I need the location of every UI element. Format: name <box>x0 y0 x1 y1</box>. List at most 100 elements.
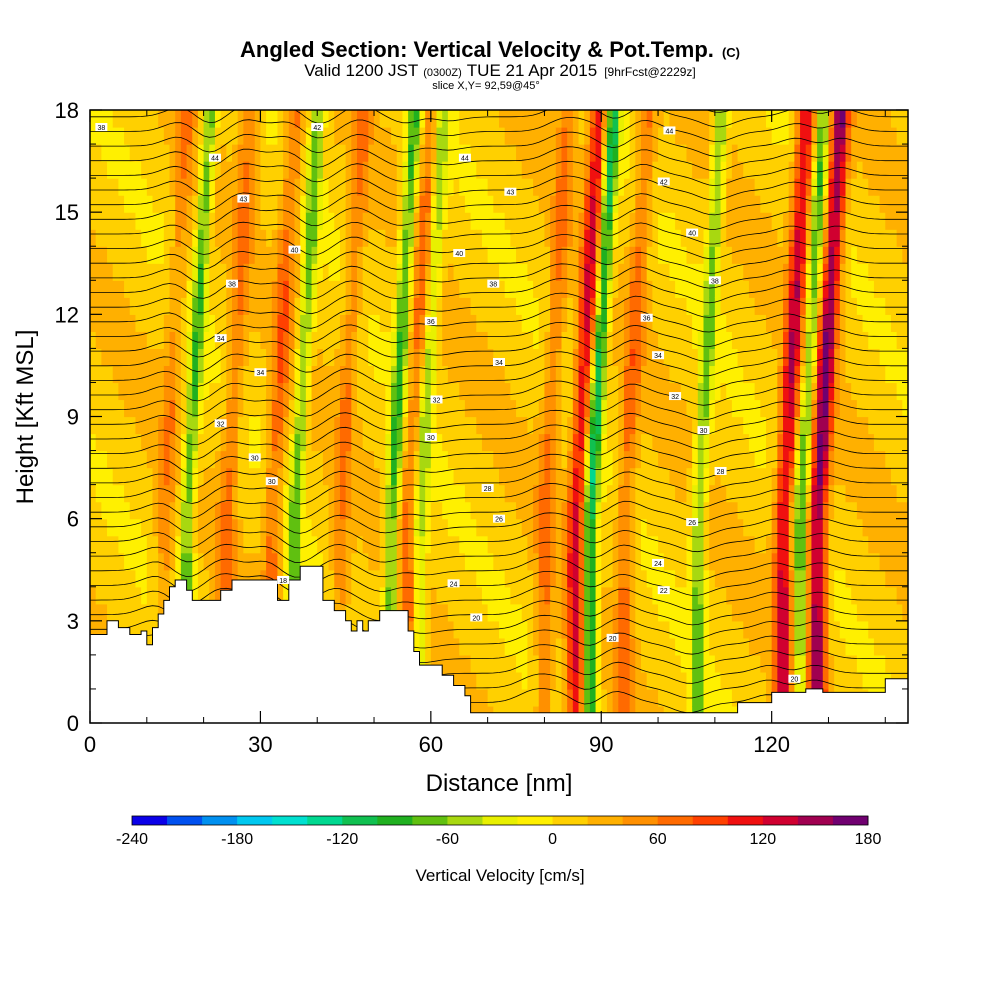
velocity-cell <box>470 535 477 554</box>
velocity-cell <box>209 501 216 520</box>
velocity-cell <box>232 399 239 418</box>
velocity-cell <box>822 280 830 298</box>
velocity-cell <box>686 144 693 162</box>
velocity-cell <box>459 365 466 384</box>
velocity-cell <box>663 688 671 707</box>
velocity-cell <box>504 161 511 179</box>
velocity-cell <box>464 144 472 162</box>
velocity-cell <box>493 671 500 690</box>
velocity-cell <box>828 314 835 332</box>
velocity-cell <box>680 110 688 128</box>
velocity-cell <box>402 484 409 503</box>
velocity-cell <box>152 416 159 435</box>
velocity-cell <box>504 433 511 452</box>
velocity-cell <box>169 144 176 162</box>
velocity-cell <box>731 331 739 349</box>
velocity-cell <box>447 263 455 281</box>
velocity-cell <box>430 280 438 298</box>
velocity-cell <box>578 450 585 469</box>
velocity-cell <box>146 263 154 281</box>
velocity-cell <box>90 518 97 537</box>
velocity-cell <box>737 246 744 264</box>
velocity-cell <box>794 416 801 435</box>
velocity-cell <box>311 212 318 230</box>
velocity-cell <box>203 229 210 247</box>
velocity-cell <box>232 195 239 213</box>
velocity-cell <box>538 110 546 128</box>
velocity-cell <box>822 246 830 264</box>
velocity-cell <box>777 671 784 690</box>
velocity-cell <box>436 365 443 384</box>
velocity-cell <box>760 484 767 503</box>
velocity-cell <box>521 620 528 639</box>
velocity-cell <box>300 416 307 435</box>
velocity-cell <box>788 331 795 349</box>
velocity-cell <box>436 246 443 264</box>
velocity-cell <box>214 433 222 452</box>
velocity-cell <box>317 229 324 247</box>
velocity-cell <box>538 382 546 401</box>
velocity-cell <box>328 450 335 469</box>
velocity-cell <box>521 688 528 707</box>
velocity-cell <box>124 586 131 605</box>
velocity-cell <box>476 382 483 401</box>
velocity-cell <box>822 467 830 486</box>
velocity-cell <box>146 195 154 213</box>
velocity-cell <box>533 178 540 196</box>
velocity-cell <box>430 161 438 179</box>
velocity-cell <box>368 110 375 128</box>
velocity-cell <box>419 314 426 332</box>
velocity-cell <box>567 331 574 349</box>
velocity-cell <box>339 297 347 315</box>
velocity-cell <box>561 688 568 707</box>
velocity-cell <box>129 246 137 264</box>
velocity-cell <box>351 416 358 435</box>
velocity-cell <box>686 637 693 656</box>
velocity-cell <box>527 671 534 690</box>
velocity-cell <box>839 416 847 435</box>
velocity-cell <box>709 467 716 486</box>
velocity-cell <box>692 637 699 656</box>
velocity-cell <box>561 552 568 571</box>
velocity-cell <box>345 382 352 401</box>
velocity-cell <box>374 501 381 520</box>
velocity-cell <box>266 484 273 503</box>
velocity-cell <box>777 144 784 162</box>
velocity-cell <box>748 467 756 486</box>
velocity-cell <box>288 144 296 162</box>
velocity-cell <box>555 433 563 452</box>
velocity-cell <box>856 246 864 264</box>
velocity-cell <box>658 654 665 673</box>
velocity-cell <box>828 399 835 418</box>
velocity-cell <box>322 552 330 571</box>
velocity-cell <box>203 110 210 128</box>
velocity-cell <box>845 212 852 230</box>
velocity-cell <box>232 484 239 503</box>
velocity-cell <box>481 552 489 571</box>
velocity-cell <box>516 586 523 605</box>
velocity-cell <box>186 144 193 162</box>
velocity-cell <box>237 331 244 349</box>
velocity-cell <box>300 229 307 247</box>
velocity-cell <box>470 586 477 605</box>
velocity-cell <box>95 586 102 605</box>
velocity-cell <box>112 382 119 401</box>
velocity-cell <box>413 518 421 537</box>
velocity-cell <box>345 399 352 418</box>
velocity-cell <box>396 331 404 349</box>
velocity-cell <box>538 586 546 605</box>
velocity-cell <box>379 416 386 435</box>
velocity-cell <box>646 212 653 230</box>
velocity-cell <box>669 569 676 588</box>
velocity-cell <box>101 263 108 281</box>
velocity-cell <box>345 280 352 298</box>
velocity-cell <box>356 569 364 588</box>
velocity-cell <box>158 144 165 162</box>
velocity-cell <box>146 535 154 554</box>
velocity-cell <box>203 365 210 384</box>
velocity-cell <box>538 671 546 690</box>
velocity-cell <box>300 195 307 213</box>
velocity-cell <box>243 331 250 349</box>
velocity-cell <box>578 263 585 281</box>
velocity-cell <box>453 110 460 128</box>
